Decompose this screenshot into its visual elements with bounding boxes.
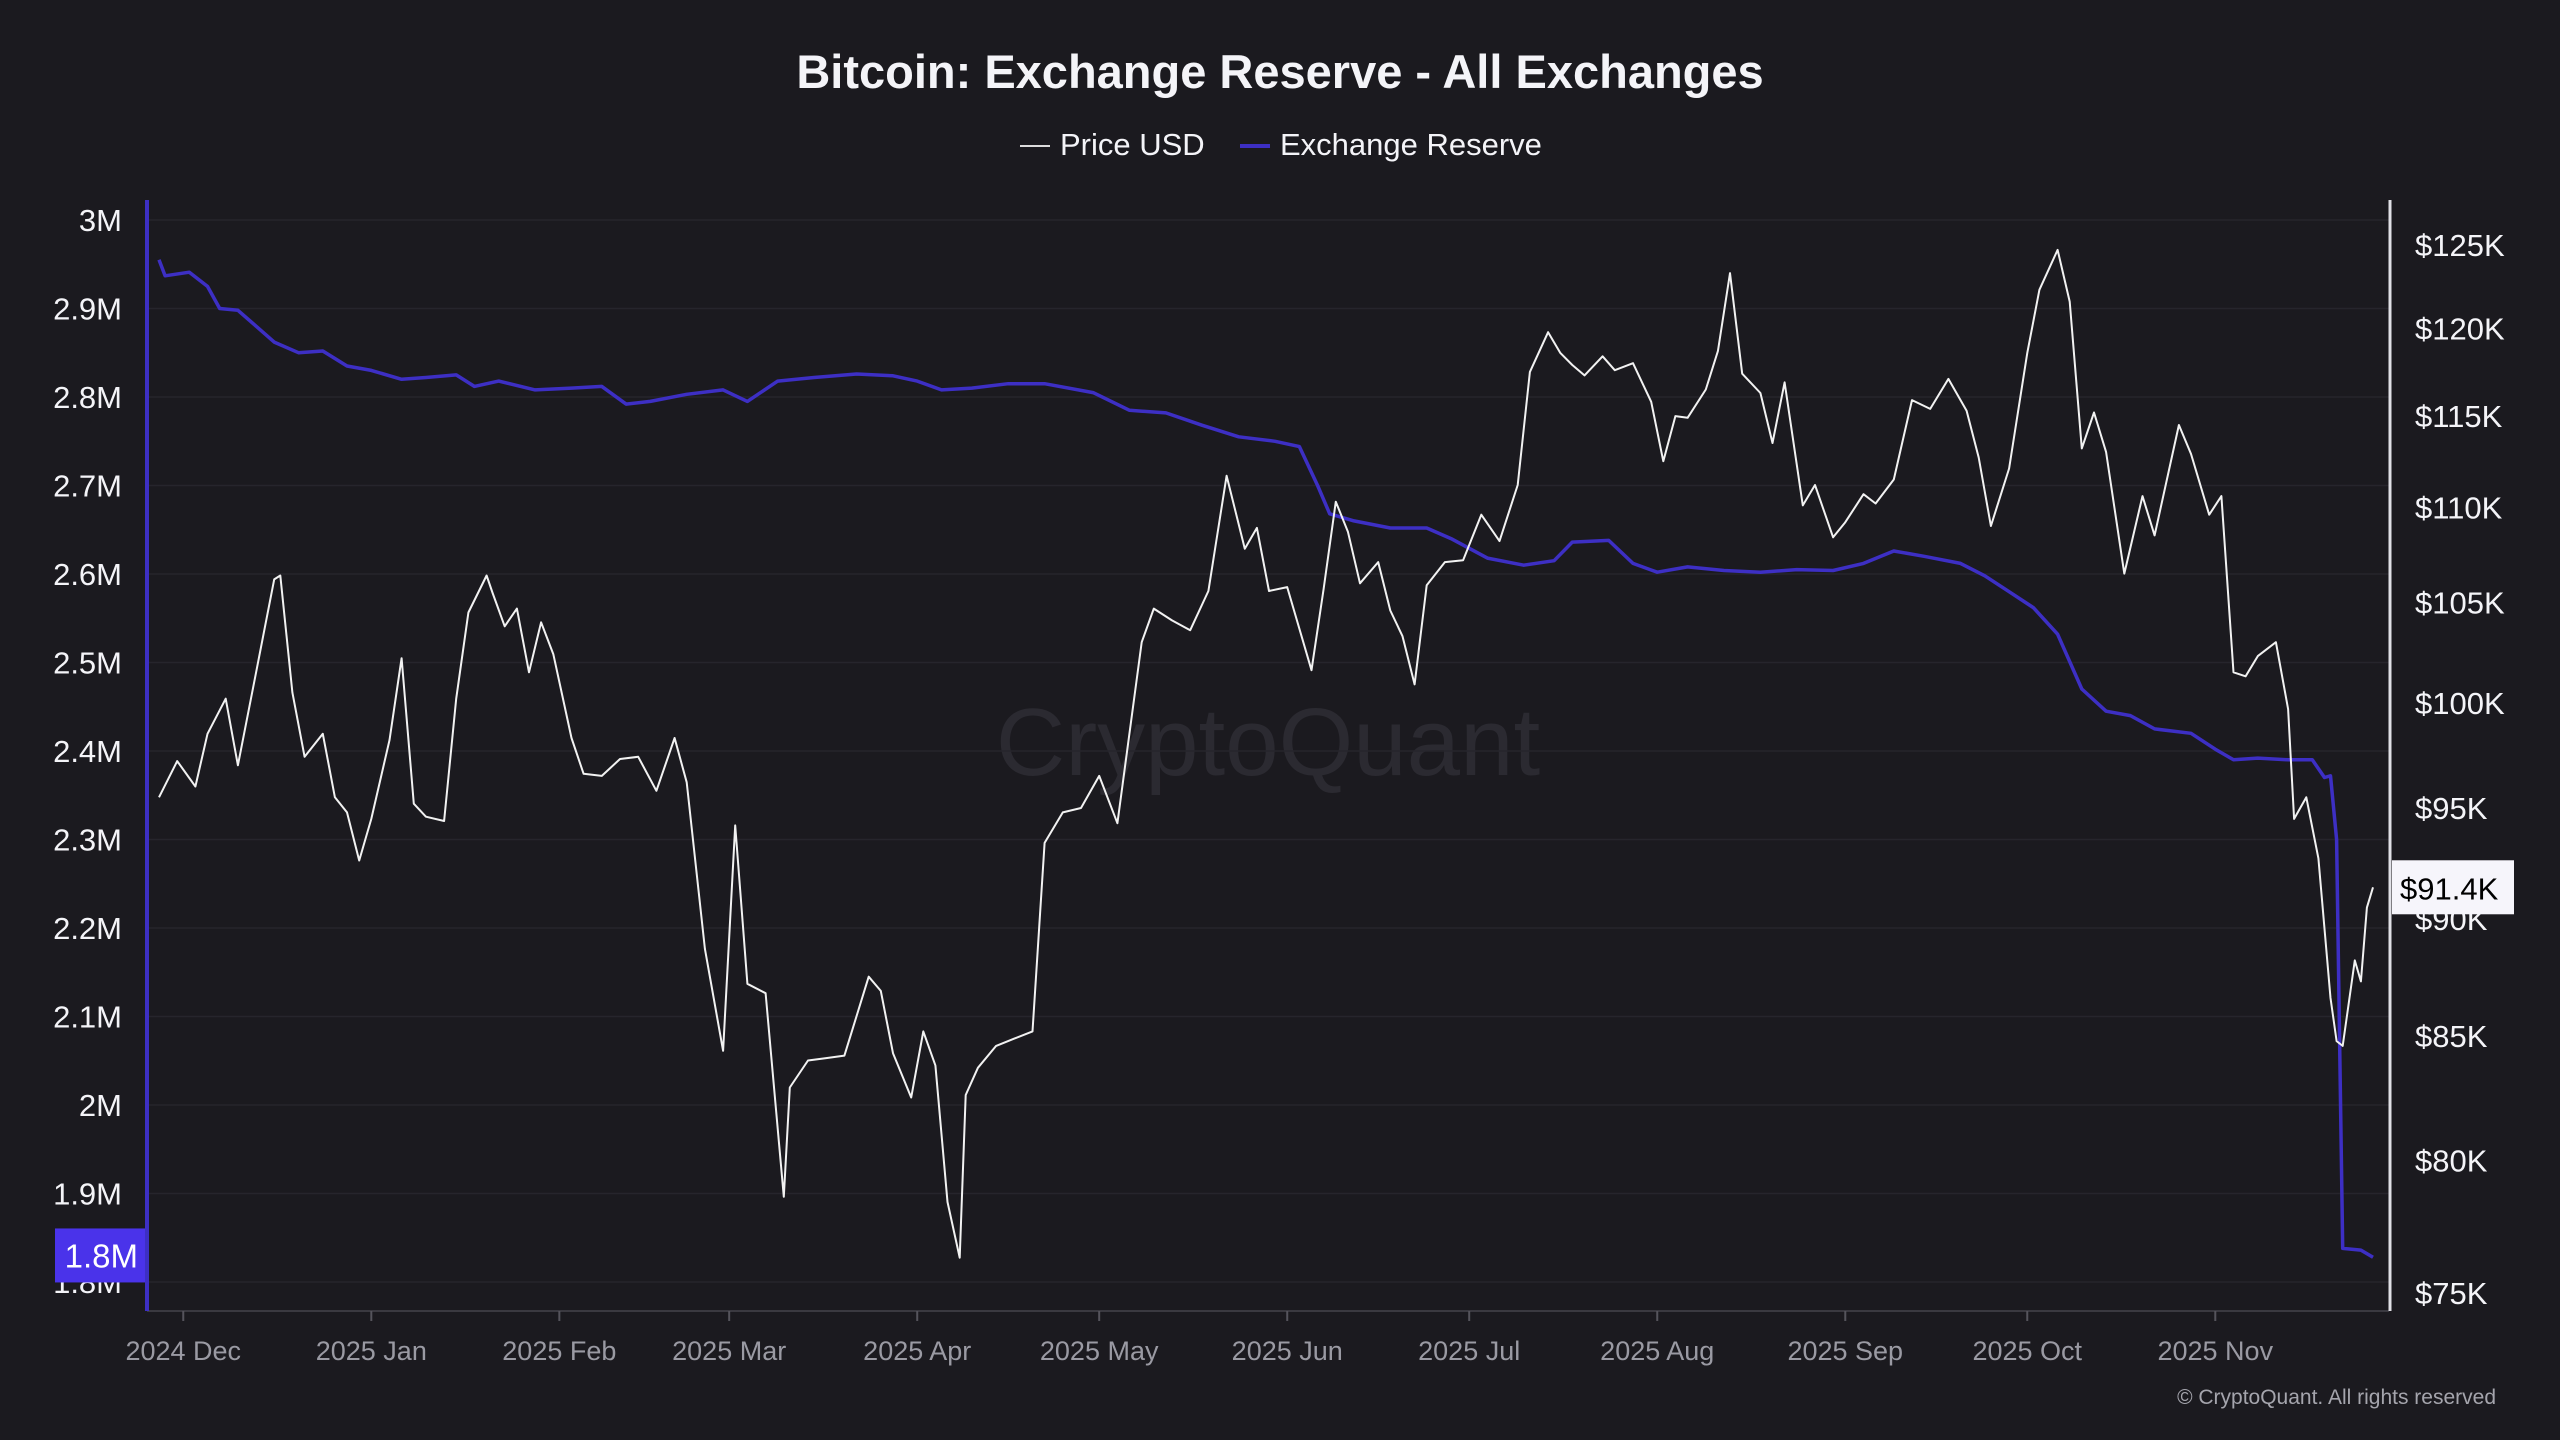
y-right-tick-label: $95K [2415, 791, 2488, 826]
legend: Price USD Exchange Reserve [1020, 127, 1542, 162]
y-right-tick-label: $80K [2415, 1144, 2488, 1179]
y-right-tick-label: $115K [2415, 399, 2503, 434]
y-left-tick-label: 2.8M [53, 380, 122, 415]
x-tick-label: 2025 Apr [863, 1336, 971, 1366]
x-tick-label: 2025 Sep [1787, 1336, 1903, 1366]
x-tick-label: 2025 Nov [2157, 1336, 2273, 1366]
y-left-tick-label: 2.2M [53, 911, 122, 946]
x-tick-label: 2025 Mar [672, 1336, 786, 1366]
x-tick-label: 2025 Jul [1418, 1336, 1520, 1366]
reserve-current-label: 1.8M [65, 1237, 138, 1274]
y-right-tick-label: $110K [2415, 490, 2503, 525]
y-right-tick-label: $100K [2415, 686, 2505, 721]
y-left-tick-label: 1.9M [53, 1177, 122, 1212]
y-left-tick-label: 2.1M [53, 1000, 122, 1035]
y-right-tick-label: $120K [2415, 312, 2505, 347]
series-line-exchange-reserve [157, 259, 2374, 1259]
legend-price-label[interactable]: Price USD [1060, 127, 1205, 162]
reserve-current-badge [55, 1228, 145, 1283]
y-right-tick-label: $105K [2415, 586, 2505, 621]
x-tick-label: 2025 May [1040, 1336, 1159, 1366]
y-right-tick-label: $85K [2415, 1019, 2488, 1054]
x-tick-label: 2025 Aug [1600, 1336, 1714, 1366]
y-left-tick-label: 2.6M [53, 557, 122, 592]
chart-title: Bitcoin: Exchange Reserve - All Exchange… [796, 45, 1763, 98]
x-tick-label: 2025 Feb [502, 1336, 616, 1366]
y-right-tick-label: $125K [2415, 228, 2505, 263]
gridlines [147, 219, 2389, 1283]
x-tick-label: 2024 Dec [125, 1336, 241, 1366]
x-tick-label: 2025 Jan [316, 1336, 427, 1366]
watermark: CryptoQuant [996, 689, 1540, 796]
price-current-label: $91.4K [2400, 871, 2499, 906]
y-left-tick-label: 2.9M [53, 292, 122, 327]
series-line-price-usd [158, 248, 2374, 1259]
axes: 3M 2.9M 2.8M 2.7M 2.6M 2.5M 2.4M 2.3M 2.2M 2.1M 2M… [53, 200, 2505, 1366]
x-tick-label: 2025 Jun [1232, 1336, 1343, 1366]
y-left-tick-label: 2.5M [53, 646, 122, 681]
legend-reserve-label[interactable]: Exchange Reserve [1280, 127, 1542, 162]
y-right-tick-label: $75K [2415, 1276, 2488, 1311]
y-left-tick-label: 2.3M [53, 823, 122, 858]
y-left-tick-label: 2.4M [53, 734, 122, 769]
series-lines [157, 248, 2374, 1259]
x-tick-label: 2025 Oct [1972, 1336, 2082, 1366]
y-left-tick-label: 2M [79, 1088, 122, 1123]
y-left-tick-label: 2.7M [53, 469, 122, 504]
copyright: © CryptoQuant. All rights reserved [2177, 1386, 2496, 1409]
current-value-badges: 1.8M $91.4K [55, 860, 2514, 1283]
y-left-tick-label: 3M [79, 203, 122, 238]
price-current-badge [2392, 860, 2514, 915]
